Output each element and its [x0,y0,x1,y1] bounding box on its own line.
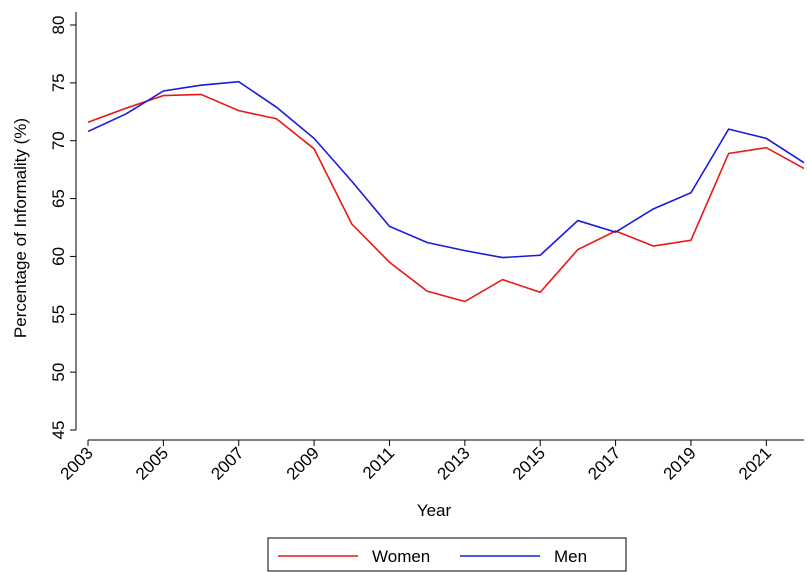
legend: Women Men [267,537,627,572]
x-tick-label: 2013 [433,443,473,483]
x-tick-label: 2009 [283,443,323,483]
x-axis-label: Year [417,501,452,520]
x-tick-label: 2019 [660,443,700,483]
y-tick-label: 60 [49,247,68,266]
legend-box [267,537,627,572]
y-tick-label: 65 [49,189,68,208]
x-tick-label: 2011 [359,443,398,482]
y-tick-label: 50 [49,363,68,382]
line [87,93,805,303]
y-tick-label: 80 [49,16,68,35]
legend-label: Men [554,547,587,566]
x-tick-label: 2017 [584,443,624,483]
x-tick-label: 2003 [57,443,97,483]
y-axis-label: Percentage of Informality (%) [11,118,30,338]
x-tick-label: 2007 [207,443,247,483]
y-tick-label: 55 [49,305,68,324]
x-tick-label: 2015 [509,443,549,483]
x-tick-label: 2021 [735,443,775,483]
y-tick-label: 75 [49,73,68,92]
line [87,80,805,259]
y-tick-label: 70 [49,131,68,150]
legend-label: Women [372,547,430,566]
y-tick-label: 45 [49,421,68,440]
x-tick-label: 2005 [132,443,172,483]
